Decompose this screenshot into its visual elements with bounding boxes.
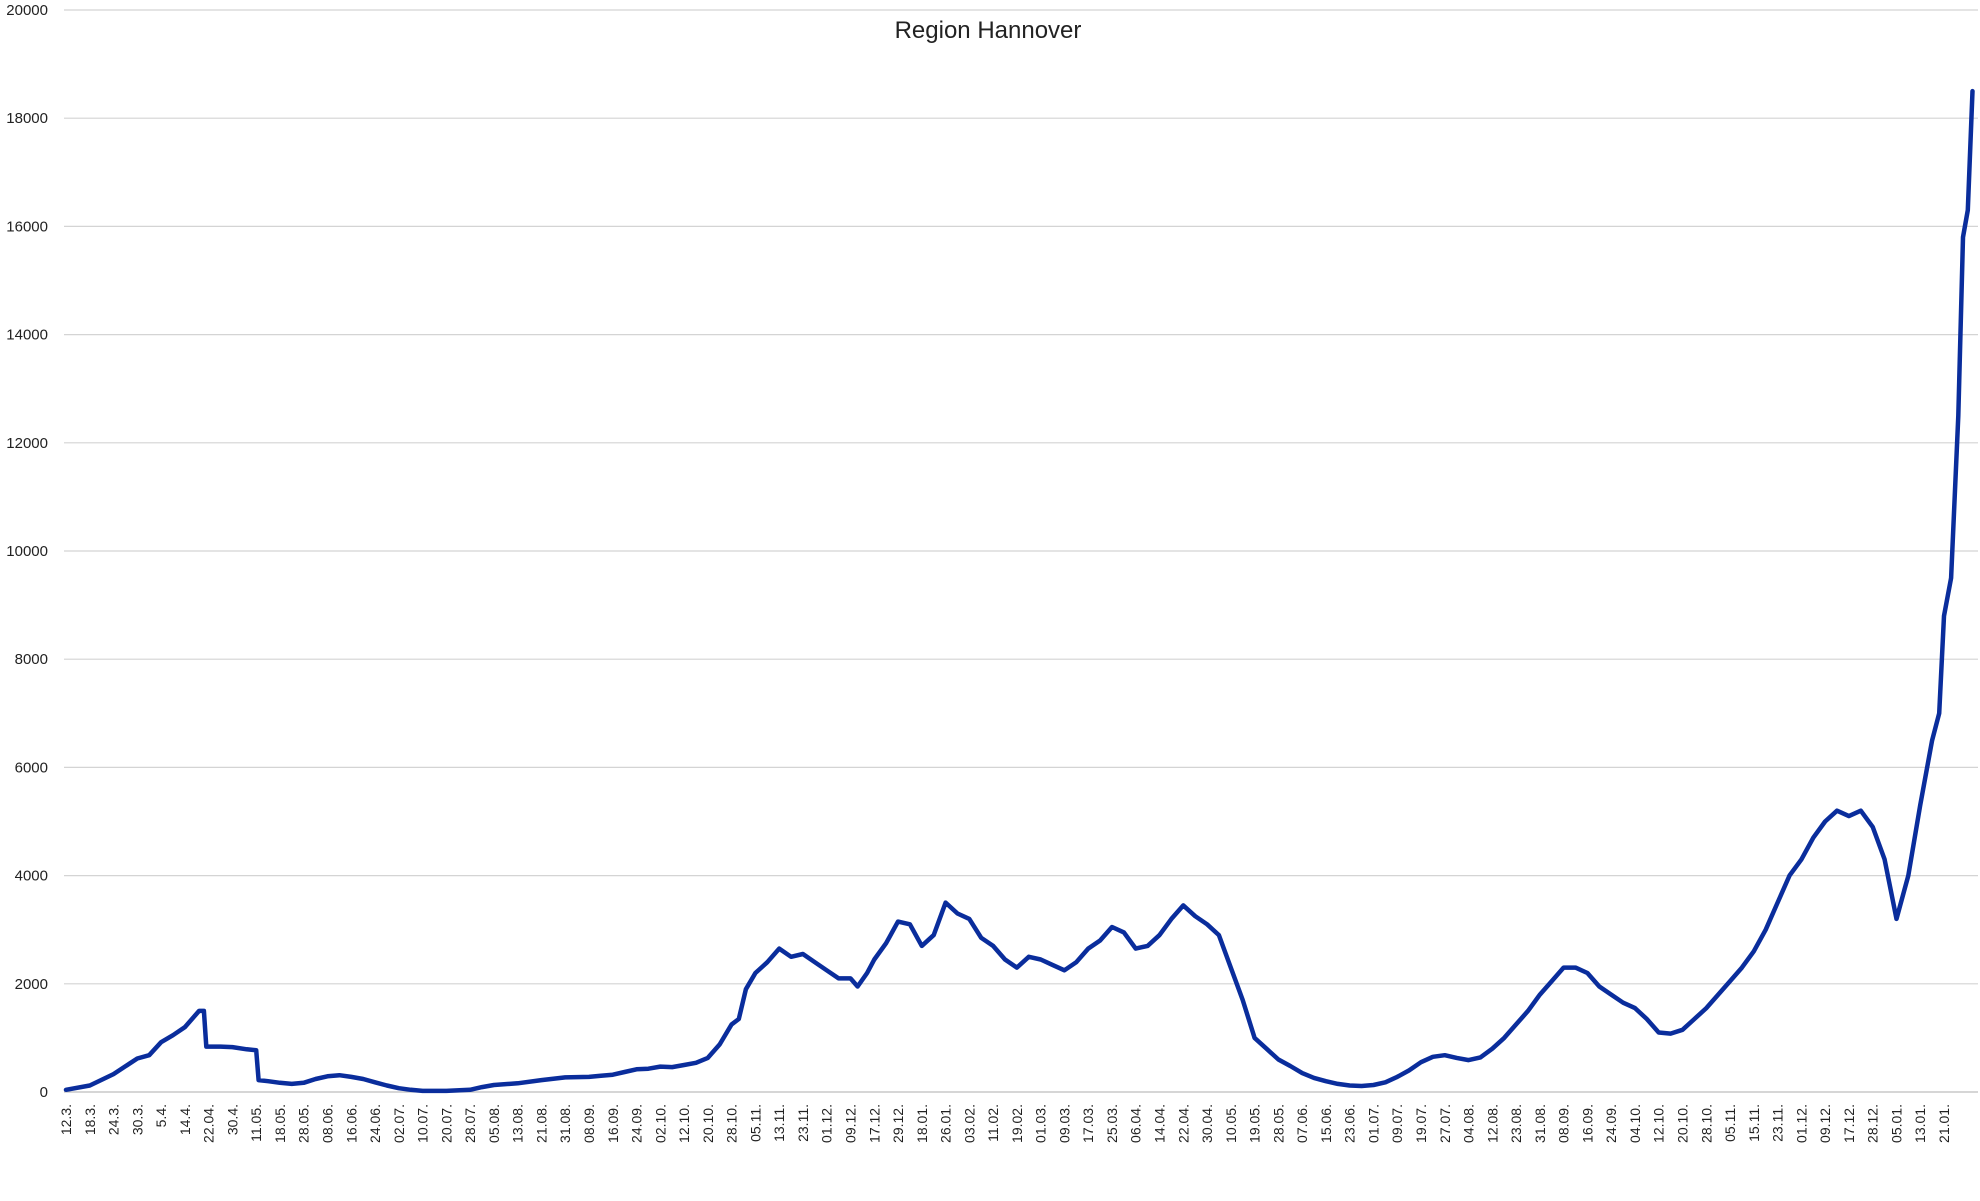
x-tick-label: 31.08. [1532, 1104, 1548, 1143]
x-tick-label: 13.01. [1912, 1104, 1928, 1143]
y-tick-label: 4000 [15, 868, 48, 885]
x-tick-label: 08.09. [1556, 1104, 1572, 1143]
x-tick-label: 16.09. [1579, 1104, 1595, 1143]
x-tick-label: 15.06. [1318, 1104, 1334, 1143]
x-tick-label: 18.05. [272, 1104, 288, 1143]
x-tick-label: 09.07. [1389, 1104, 1405, 1143]
x-tick-label: 01.03. [1033, 1104, 1049, 1143]
x-tick-label: 18.01. [914, 1104, 930, 1143]
x-tick-label: 14.4. [177, 1104, 193, 1135]
y-tick-label: 16000 [6, 218, 48, 235]
x-tick-label: 14.04. [1152, 1104, 1168, 1143]
x-tick-label: 21.08. [533, 1104, 549, 1143]
x-tick-label: 18.3. [82, 1104, 98, 1135]
x-tick-label: 09.03. [1056, 1104, 1072, 1143]
x-tick-label: 22.04. [1175, 1104, 1191, 1143]
x-tick-label: 19.07. [1413, 1104, 1429, 1143]
y-tick-label: 6000 [15, 759, 48, 776]
x-tick-label: 03.02. [961, 1104, 977, 1143]
x-tick-label: 19.05. [1247, 1104, 1263, 1143]
x-tick-label: 01.12. [1793, 1104, 1809, 1143]
x-tick-label: 31.08. [557, 1104, 573, 1143]
x-tick-label: 12.10. [676, 1104, 692, 1143]
y-tick-label: 14000 [6, 327, 48, 344]
x-tick-label: 12.3. [58, 1104, 74, 1135]
x-tick-label: 30.3. [129, 1104, 145, 1135]
y-tick-label: 12000 [6, 435, 48, 452]
x-tick-label: 10.05. [1223, 1104, 1239, 1143]
x-tick-label: 08.09. [581, 1104, 597, 1143]
x-tick-label: 25.03. [1104, 1104, 1120, 1143]
chart-title: Region Hannover [895, 17, 1082, 44]
x-tick-label: 23.08. [1508, 1104, 1524, 1143]
y-tick-label: 20000 [6, 2, 48, 19]
x-tick-label: 16.06. [343, 1104, 359, 1143]
x-tick-label: 10.07. [415, 1104, 431, 1143]
series-line [63, 88, 1975, 1094]
x-tick-label: 02.07. [391, 1104, 407, 1143]
x-tick-label: 13.11. [771, 1104, 787, 1142]
x-tick-label: 26.01. [938, 1104, 954, 1143]
x-tick-label: 23.11. [795, 1104, 811, 1142]
x-tick-label: 20.10. [1675, 1104, 1691, 1143]
x-tick-label: 16.09. [605, 1104, 621, 1143]
x-tick-label: 09.12. [1817, 1104, 1833, 1143]
x-tick-label: 20.10. [700, 1104, 716, 1143]
x-tick-label: 28.05. [1270, 1104, 1286, 1143]
x-tick-label: 01.12. [819, 1104, 835, 1143]
x-tick-label: 04.10. [1627, 1104, 1643, 1143]
x-tick-label: 08.06. [319, 1104, 335, 1143]
x-tick-label: 22.04. [201, 1104, 217, 1143]
y-tick-label: 0 [40, 1084, 48, 1101]
x-tick-label: 12.10. [1651, 1104, 1667, 1143]
x-axis-ticks: 12.3. 18.3. 24.3. 30.3. 5.4. 14.4. 22.04. 30.4.… [58, 1104, 1952, 1143]
x-tick-label: 15.11. [1746, 1104, 1762, 1142]
y-tick-label: 10000 [6, 543, 48, 560]
x-tick-label: 17.12. [1841, 1104, 1857, 1143]
x-tick-label: 05.01. [1888, 1104, 1904, 1143]
x-tick-label: 28.10. [1698, 1104, 1714, 1143]
x-tick-label: 24.3. [106, 1104, 122, 1135]
x-tick-label: 28.10. [724, 1104, 740, 1143]
x-tick-label: 06.04. [1128, 1104, 1144, 1143]
x-tick-label: 05.11. [1722, 1104, 1738, 1142]
x-tick-label: 28.05. [296, 1104, 312, 1143]
x-tick-label: 24.06. [367, 1104, 383, 1143]
x-tick-label: 09.12. [842, 1104, 858, 1143]
y-tick-label: 2000 [15, 976, 48, 993]
y-tick-label: 18000 [6, 110, 48, 127]
x-tick-label: 17.03. [1080, 1104, 1096, 1143]
x-tick-label: 20.07. [438, 1104, 454, 1143]
series-layer [63, 88, 1975, 1094]
x-tick-label: 05.11. [747, 1104, 763, 1142]
x-tick-label: 12.08. [1484, 1104, 1500, 1143]
x-tick-label: 01.07. [1365, 1104, 1381, 1143]
x-tick-label: 29.12. [890, 1104, 906, 1143]
x-tick-label: 28.12. [1865, 1104, 1881, 1143]
x-tick-label: 11.02. [985, 1104, 1001, 1142]
x-tick-label: 02.10. [652, 1104, 668, 1143]
x-tick-label: 24.09. [1603, 1104, 1619, 1143]
x-tick-label: 19.02. [1009, 1104, 1025, 1143]
x-tick-label: 05.08. [486, 1104, 502, 1143]
x-tick-label: 27.07. [1437, 1104, 1453, 1143]
x-tick-label: 11.05. [248, 1104, 264, 1142]
x-tick-label: 23.11. [1770, 1104, 1786, 1142]
x-tick-label: 17.12. [866, 1104, 882, 1143]
x-tick-label: 28.07. [462, 1104, 478, 1143]
x-tick-label: 30.04. [1199, 1104, 1215, 1143]
x-tick-label: 23.06. [1342, 1104, 1358, 1143]
x-tick-label: 21.01. [1936, 1104, 1952, 1143]
y-tick-label: 8000 [15, 651, 48, 668]
grid-layer [64, 9, 1978, 1093]
x-tick-label: 04.08. [1461, 1104, 1477, 1143]
y-axis-ticks: 0 2000 4000 6000 8000 10000 12000 14000 16000 180… [6, 2, 48, 1101]
x-tick-label: 13.08. [510, 1104, 526, 1143]
x-tick-label: 30.4. [224, 1104, 240, 1135]
x-tick-label: 5.4. [153, 1104, 169, 1127]
x-tick-label: 24.09. [629, 1104, 645, 1143]
x-tick-label: 07.06. [1294, 1104, 1310, 1143]
